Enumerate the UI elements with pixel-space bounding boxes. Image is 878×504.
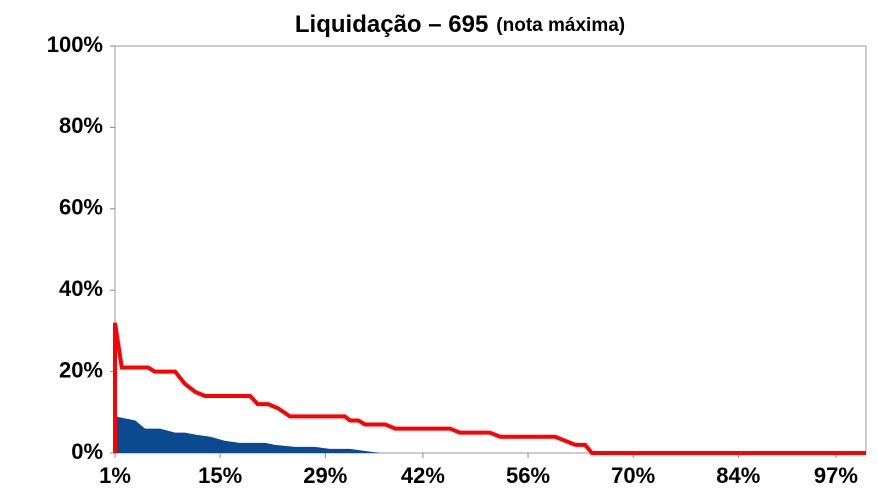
chart-subtitle: (nota máxima) xyxy=(496,15,625,36)
x-tick-label: 70% xyxy=(611,463,655,488)
plot-frame xyxy=(114,45,867,454)
x-tick-label: 42% xyxy=(401,463,445,488)
y-tick-label: 40% xyxy=(59,276,103,301)
chart-title: Liquidação – 695 xyxy=(295,11,488,38)
y-tick-label: 20% xyxy=(59,357,103,382)
x-tick-label: 1% xyxy=(99,463,131,488)
x-tick-label: 29% xyxy=(303,463,347,488)
x-tick-label: 97% xyxy=(814,463,858,488)
chart-title-group: Liquidação – 695 (nota máxima) xyxy=(295,11,625,38)
area xyxy=(115,416,866,453)
y-tick-label: 0% xyxy=(71,439,103,464)
x-tick-label: 84% xyxy=(716,463,760,488)
x-tick-label: 15% xyxy=(198,463,242,488)
y-tick-label: 60% xyxy=(59,195,103,220)
x-tick-label: 56% xyxy=(506,463,550,488)
y-tick-label: 80% xyxy=(59,113,103,138)
y-tick-label: 100% xyxy=(47,32,103,57)
line xyxy=(113,322,866,455)
